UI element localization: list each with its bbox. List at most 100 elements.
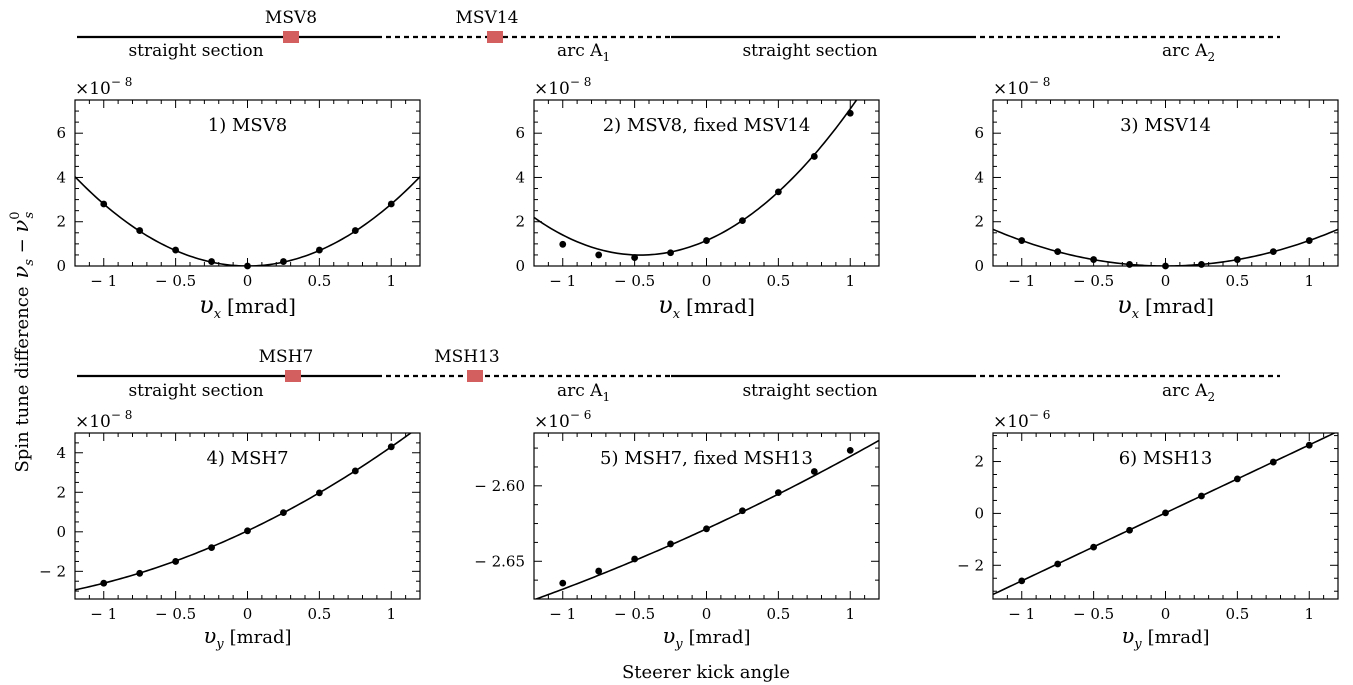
data-point: [244, 527, 251, 535]
data-point: [1054, 560, 1062, 568]
x-tick-label: 0: [1161, 272, 1171, 290]
x-tick-label: − 0.5: [614, 272, 655, 290]
y-tick-label: 4: [974, 168, 984, 186]
y-tick-label: 2: [515, 213, 525, 231]
chart-panel-6: − 1 − 0.5 0 0.5 1 − 2 0 2 ×10− 6 6) MSH13 υy [mrad]: [957, 408, 1339, 652]
data-point: [1090, 256, 1098, 263]
x-tick-label: 1: [1304, 605, 1314, 623]
marker-msh7-label: MSH7: [259, 347, 314, 367]
data-point: [1198, 492, 1205, 500]
x-tick-label: − 1: [549, 605, 576, 623]
data-point: [774, 489, 782, 497]
x-tick-label: − 1: [1008, 605, 1035, 623]
y-tick-label: 0: [515, 257, 525, 275]
chart-panel-2: − 1 − 0.5 0 0.5 1 0 2 4 6 ×10− 8 2) MSV8, fixed MS…: [515, 75, 880, 322]
x-tick-label: − 1: [549, 272, 576, 290]
y-exponent-label: ×10− 8: [534, 75, 591, 99]
y-tick-label: − 2: [39, 562, 66, 580]
y-tick-label: 0: [56, 257, 66, 275]
y-tick-label: 2: [974, 453, 984, 471]
x-tick-label: 1: [386, 605, 396, 623]
figure-x-axis-label: Steerer kick angle: [622, 662, 790, 683]
data-point: [1198, 261, 1205, 268]
x-tick-label: 0.5: [766, 272, 790, 290]
data-point: [1269, 248, 1277, 256]
x-axis-label: υy [mrad]: [203, 624, 291, 652]
marker-msv14: [487, 31, 503, 43]
ring-bottom-arc-1-label: arc A1: [557, 381, 610, 404]
marker-msv8-label: MSV8: [265, 8, 317, 28]
data-point: [1018, 577, 1026, 585]
data-point: [100, 200, 108, 208]
x-tick-label: 0.5: [307, 605, 331, 623]
panel-title: 1) MSV8: [208, 115, 287, 136]
y-tick-label: 0: [56, 523, 66, 541]
data-point: [172, 246, 180, 254]
x-tick-label: − 0.5: [155, 272, 196, 290]
ring-top-straight-2-label: straight section: [742, 41, 877, 61]
y-tick-label: − 2.60: [474, 477, 525, 495]
x-tick-label: 0.5: [1225, 605, 1249, 623]
data-point: [1269, 458, 1277, 466]
x-tick-label: 0: [702, 605, 712, 623]
data-point: [810, 153, 818, 160]
panel-title: 3) MSV14: [1120, 115, 1211, 136]
marker-msv8: [283, 31, 299, 43]
ring-bottom-arc-2-label: arc A2: [1162, 381, 1215, 404]
panel-title: 6) MSH13: [1119, 448, 1213, 469]
panel-title: 4) MSH7: [206, 448, 288, 469]
y-tick-label: 4: [56, 168, 66, 186]
data-point: [1018, 237, 1026, 244]
data-point: [667, 249, 674, 257]
data-point: [1233, 475, 1241, 483]
y-tick-label: 2: [56, 213, 66, 231]
data-point: [595, 251, 603, 259]
chart-panel-3: − 1 − 0.5 0 0.5 1 0 2 4 6 ×10− 8 3) MSV14 υx [mrad]: [974, 75, 1339, 322]
x-axis-label: υx [mrad]: [199, 291, 296, 322]
data-point: [810, 468, 818, 475]
data-point: [136, 569, 144, 577]
y-tick-label: 6: [515, 124, 525, 142]
y-tick-label: 6: [56, 124, 66, 142]
data-point: [280, 258, 287, 265]
data-point: [136, 227, 144, 234]
ring-bottom-straight-1-label: straight section: [128, 381, 263, 401]
data-point: [703, 237, 710, 244]
x-tick-label: − 0.5: [155, 605, 196, 623]
y-tick-label: − 2.65: [474, 552, 525, 570]
data-point: [846, 109, 854, 117]
marker-msv14-label: MSV14: [456, 8, 519, 28]
data-point: [1162, 509, 1169, 517]
data-point: [351, 467, 359, 475]
x-tick-label: − 0.5: [1073, 605, 1114, 623]
chart-panel-4: − 1 − 0.5 0 0.5 1 − 2 0 2 4 ×10− 8 4) MSH7 υy [mrad]: [39, 408, 421, 652]
x-tick-label: 1: [845, 605, 855, 623]
y-tick-label: − 2: [957, 556, 984, 574]
data-point: [595, 567, 603, 575]
x-tick-label: − 0.5: [1073, 272, 1114, 290]
ring-top-straight-1-label: straight section: [128, 41, 263, 61]
chart-panel-5: − 1 − 0.5 0 0.5 1 − 2.65 − 2.60 ×10− 6 5) MSH7, …: [474, 408, 880, 652]
x-axis-label: υy [mrad]: [662, 624, 750, 652]
data-point: [1162, 262, 1169, 270]
data-point: [667, 540, 674, 548]
data-point: [774, 188, 782, 196]
data-point: [1305, 237, 1313, 244]
data-point: [703, 525, 710, 533]
x-tick-label: 1: [386, 272, 396, 290]
fit-curve: [534, 100, 858, 256]
y-exponent-label: ×10− 8: [75, 408, 132, 432]
x-tick-label: − 1: [1008, 272, 1035, 290]
ring-bottom-straight-2-label: straight section: [742, 381, 877, 401]
y-tick-label: 0: [974, 504, 984, 522]
data-point: [100, 579, 108, 587]
y-tick-label: 6: [974, 124, 984, 142]
data-point: [846, 446, 854, 454]
x-axis-label: υx [mrad]: [1117, 291, 1214, 322]
data-point: [351, 227, 359, 234]
y-tick-label: 4: [515, 168, 525, 186]
data-point: [244, 262, 251, 270]
data-point: [387, 200, 395, 208]
